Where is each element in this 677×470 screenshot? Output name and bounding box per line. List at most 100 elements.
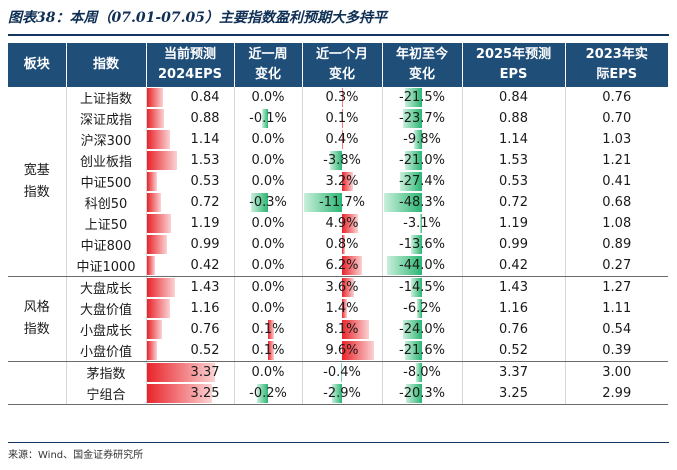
eps-2024-cell-value: 0.53 [190,174,220,189]
week-change-cell: 0.0% [234,255,303,277]
header-ytd-change: 年初至今 变化 [382,43,463,87]
table-row: 沪深300 1.14 0.0% 0.4% -9.8% 1.14 1.03 [8,129,668,150]
eps-2024-cell-value: 1.19 [190,216,220,231]
month-change-cell-bar [342,299,347,318]
ytd-change-cell-value: -9.8% [403,132,441,147]
week-change-cell-value: 0.1% [251,322,285,337]
month-change-cell-bar [342,214,359,233]
eps-2024-cell: 3.37 [146,361,235,383]
table-row: 中证500 0.53 0.0% 3.2% -27.4% 0.53 0.41 [8,171,668,192]
block-label-line: 指数 [23,184,50,200]
month-change-cell: 9.6% [302,340,383,362]
ytd-change-cell-bar [414,130,422,149]
block-label-line: 风格 [23,300,50,315]
week-change-cell: 0.1% [234,340,303,362]
week-change-cell-bar [268,320,274,339]
block-label-line: 宽基 [23,162,50,178]
eps-2025-cell: 0.72 [462,192,566,213]
table-row: 大盘价值 1.16 0.0% 1.4% -6.2% 1.16 1.11 [8,298,668,319]
eps-2024-cell-bar [146,363,215,382]
ytd-change-cell-value: -44.0% [399,258,445,273]
index-name: 茅指数 [66,361,147,383]
eps-2023-cell: 3.00 [602,365,632,380]
eps-2023-cell: 1.08 [602,216,632,231]
eps-2024-cell-bar [146,151,178,170]
week-change-cell-value: 0.1% [251,343,285,358]
block-label [8,361,67,405]
eps-2024-cell: 0.53 [146,171,235,192]
ytd-change-cell-value: -27.4% [399,174,445,189]
month-change-cell: 0.1% [302,108,383,129]
table-row: 茅指数 3.37 0.0% -0.4% -8.0% 3.37 3.00 [8,361,668,405]
eps-2024-cell-bar [146,256,155,275]
ytd-change-cell: -14.5% [382,276,463,298]
ytd-change-cell-bar [403,320,422,339]
eps-2024-cell-value: 0.52 [190,343,220,358]
header-cur-eps: 当前预测 2024EPS [146,43,235,87]
ytd-change-cell-bar [415,363,422,382]
month-change-cell-bar [342,341,374,360]
eps-2023-cell: 1.21 [602,153,632,168]
ytd-change-cell-value: -20.3% [399,386,445,401]
index-name: 上证指数 [66,87,147,108]
block-label: 宽基 指数 [8,87,67,277]
eps-2024-cell-bar [146,278,176,297]
index-name: 宁组合 [66,383,147,405]
month-change-cell: 0.8% [302,234,383,255]
eps-2024-cell: 0.42 [146,255,235,277]
table-row: 小盘价值 0.52 0.1% 9.6% -21.6% 0.52 0.39 [8,340,668,362]
week-change-cell-bar [262,109,268,128]
ytd-change-cell-value: -8.0% [403,365,441,380]
eps-2025-cell: 0.76 [462,319,566,340]
month-change-cell-value: 0.8% [325,237,359,252]
eps-2024-cell-bar [146,193,162,212]
ytd-change-cell-value: -6.2% [403,301,441,316]
eps-2025-cell: 0.53 [462,171,566,192]
week-change-cell: 0.0% [234,213,303,234]
eps-2024-cell-value: 0.42 [190,258,220,273]
eps-2025-cell: 0.52 [462,340,566,362]
eps-2025-cell: 3.25 [462,383,566,405]
eps-2024-cell-bar [146,88,164,107]
ytd-change-cell-bar [400,172,422,191]
ytd-change-cell: -48.3% [382,192,463,213]
table-body: 宽基 指数 上证指数 0.84 0.0% 0.3% -21.5% 0.84 0.76 深证成指 0.… [8,87,668,405]
month-change-cell-value: 0.3% [325,90,359,105]
ytd-change-cell-bar [404,341,422,360]
month-change-cell: 8.1% [302,319,383,340]
eps-2023-cell: 0.70 [602,111,632,126]
ytd-change-cell-value: -48.3% [399,195,445,210]
ytd-change-cell: -24.0% [382,319,463,340]
week-change-cell-value: 0.0% [251,365,285,380]
header-index: 指数 [66,43,147,87]
week-change-cell-value: 0.0% [251,258,285,273]
ytd-change-cell-value: -3.1% [403,216,441,231]
week-change-cell: -0.3% [234,192,303,213]
month-change-cell-bar [332,384,342,403]
week-change-cell: 0.0% [234,361,303,383]
week-change-cell-value: 0.0% [251,90,285,105]
ytd-change-cell-bar [419,214,422,233]
eps-2025-cell: 1.43 [462,276,566,298]
month-change-cell-value: 3.6% [325,280,359,295]
eps-2024-cell-value: 1.14 [190,132,220,147]
week-change-cell-bar [256,384,268,403]
header-week-change: 近一周 变化 [234,43,303,87]
ytd-change-cell-value: -21.6% [399,343,445,358]
title-rule [8,34,669,36]
ytd-change-cell-value: -14.5% [399,280,445,295]
header-eps-2023: 2023年实 际EPS [565,43,668,87]
month-change-cell: -11.7% [302,192,383,213]
month-change-cell: -3.8% [302,150,383,171]
month-change-cell-value: -0.4% [323,365,361,380]
ytd-change-cell-bar [383,193,422,212]
eps-2024-cell: 0.88 [146,108,235,129]
index-name: 科创50 [66,192,147,213]
index-name: 中证1000 [66,255,147,277]
week-change-cell-value: 0.0% [251,216,285,231]
block-label: 风格 指数 [8,276,67,362]
ytd-change-cell: -20.3% [382,383,463,405]
eps-2024-cell: 0.84 [146,87,235,108]
ytd-change-cell: -13.6% [382,234,463,255]
week-change-cell-value: 0.0% [251,153,285,168]
